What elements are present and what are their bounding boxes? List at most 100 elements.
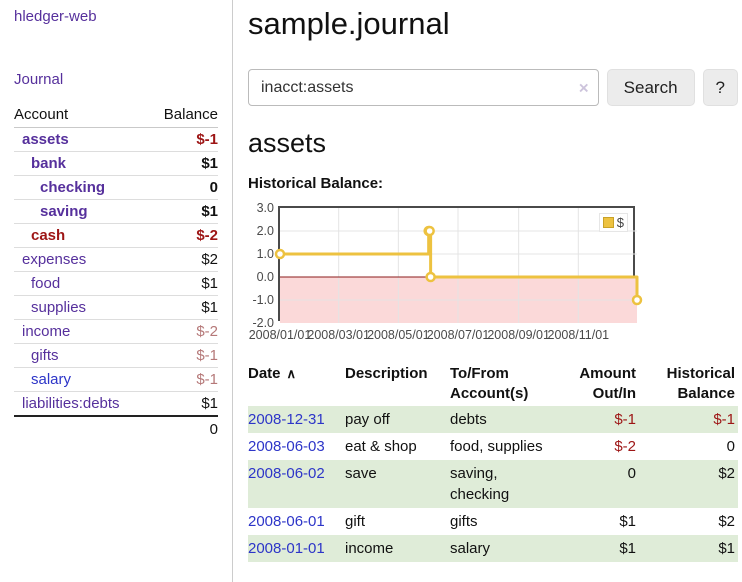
accounts-total-row: 0 [14, 415, 218, 442]
header-line2: Balance [677, 385, 735, 402]
legend-swatch-icon [602, 217, 614, 228]
header-line1: To/From [450, 365, 509, 382]
transaction-date-link[interactable]: 2008-01-01 [248, 540, 325, 557]
account-heading: assets [248, 128, 327, 158]
transaction-amount: $-1 [614, 411, 636, 428]
account-link[interactable]: liabilities:debts [22, 395, 120, 412]
account-row: saving $1 [14, 199, 218, 224]
y-axis-tick-label: 0.0 [256, 270, 274, 284]
account-balance: $1 [148, 151, 218, 176]
register-row: 2008-06-02 save saving, checking 0 $2 [248, 460, 738, 508]
search-form: × Search ? [248, 69, 738, 106]
account-link[interactable]: saving [40, 203, 88, 220]
register-row: 2008-06-03 eat & shop food, supplies $-2… [248, 433, 738, 460]
account-link[interactable]: salary [31, 371, 72, 388]
accounts-header-row: Account Balance [14, 102, 218, 128]
transaction-description: gift [345, 513, 366, 530]
y-axis-tick-label: 2.0 [256, 224, 274, 238]
account-link[interactable]: gifts [31, 347, 59, 364]
account-balance: $1 [148, 391, 218, 417]
y-axis-tick-label: -1.0 [252, 293, 274, 307]
accounts-header-balance: Balance [148, 102, 218, 128]
account-row: checking 0 [14, 175, 218, 200]
register-header-amt: Amount Out/In [562, 362, 644, 406]
account-link[interactable]: income [22, 323, 71, 340]
account-row: salary $-1 [14, 367, 218, 392]
historical-balance-chart: $ 3.0 2.0 1.0 0.0 -1.0 -2.0 2008/01/01 2008/03/… [248, 198, 668, 348]
transaction-description: pay off [345, 411, 390, 428]
account-balance: $-1 [148, 343, 218, 368]
y-axis-tick-label: 1.0 [256, 247, 274, 261]
header-line1: Date [248, 365, 281, 382]
legend-label: $ [616, 215, 624, 230]
x-axis-tick-label: 2008/03/01 [307, 328, 370, 342]
header-line1: Amount [579, 365, 636, 382]
accounts-table: Account Balance assets $-1 bank $1 check… [14, 102, 218, 442]
account-row: expenses $2 [14, 247, 218, 272]
accounts-total-balance: 0 [148, 415, 218, 442]
register-header-accts: To/From Account(s) [450, 362, 562, 406]
register-row: 2008-01-01 income salary $1 $1 [248, 535, 738, 562]
transaction-balance: $-1 [713, 411, 735, 428]
page-title: sample.journal [248, 6, 450, 41]
account-row: cash $-2 [14, 223, 218, 248]
account-link[interactable]: bank [31, 155, 67, 172]
sidebar: hledger-web Journal Account Balance asse… [0, 0, 233, 582]
transaction-amount: $-2 [614, 438, 636, 455]
app-title-link[interactable]: hledger-web [14, 8, 97, 25]
header-line2: Account(s) [450, 385, 529, 402]
clear-search-icon[interactable]: × [578, 78, 589, 97]
account-balance: $-2 [148, 319, 218, 344]
account-row: assets $-1 [14, 127, 218, 152]
account-balance: $-1 [148, 127, 218, 152]
account-row: supplies $1 [14, 295, 218, 320]
nav-journal-link[interactable]: Journal [14, 71, 64, 88]
account-link[interactable]: assets [22, 131, 69, 148]
help-button[interactable]: ? [702, 69, 738, 106]
header-line1: Description [345, 365, 428, 382]
transaction-description: eat & shop [345, 438, 417, 455]
register-row: 2008-12-31 pay off debts $-1 $-1 [248, 406, 738, 433]
transaction-date-link[interactable]: 2008-06-03 [248, 438, 325, 455]
account-link[interactable]: cash [31, 227, 66, 244]
account-balance: $-2 [148, 223, 218, 248]
transaction-amount: 0 [627, 465, 636, 482]
transaction-date-link[interactable]: 2008-06-02 [248, 465, 325, 482]
register-header-row: Date ∧ Description To/From Account(s) Amount O… [248, 362, 738, 406]
header-line2: Out/In [592, 385, 636, 402]
register-header-date[interactable]: Date ∧ [248, 362, 345, 406]
transaction-date-link[interactable]: 2008-12-31 [248, 411, 325, 428]
account-link[interactable]: supplies [31, 299, 87, 316]
accounts-header-account: Account [14, 102, 149, 128]
account-link[interactable]: food [31, 275, 61, 292]
register-header-bal: Historical Balance [644, 362, 738, 406]
account-link[interactable]: checking [40, 179, 106, 196]
chart-plot-area: $ [274, 206, 643, 323]
transaction-balance: $2 [718, 465, 735, 482]
main-content: sample.journal × Search ? assets Histori… [233, 0, 742, 582]
account-balance: 0 [148, 175, 218, 200]
transaction-description: save [345, 465, 377, 482]
transaction-accounts: food, supplies [450, 438, 543, 455]
x-axis-tick-label: 2008/07/01 [426, 328, 490, 342]
x-axis-tick-label: 2008/01/01 [248, 328, 312, 342]
transaction-balance: $2 [718, 513, 735, 530]
account-balance: $1 [148, 295, 218, 320]
transaction-balance: $1 [718, 540, 735, 557]
account-balance: $-1 [148, 367, 218, 392]
sort-ascending-icon[interactable]: ∧ [286, 366, 297, 381]
chart-legend: $ [598, 213, 628, 232]
x-axis-tick-label: 2008/05/01 [367, 328, 430, 342]
account-balance: $2 [148, 247, 218, 272]
x-axis-tick-label: 2008/09/01 [487, 328, 550, 342]
account-row: gifts $-1 [14, 343, 218, 368]
transaction-accounts: debts [450, 411, 487, 428]
search-button[interactable]: Search [606, 69, 695, 106]
register-row: 2008-06-01 gift gifts $1 $2 [248, 508, 738, 535]
account-row: bank $1 [14, 151, 218, 176]
transaction-balance: 0 [726, 438, 735, 455]
transaction-date-link[interactable]: 2008-06-01 [248, 513, 325, 530]
search-input[interactable] [248, 69, 599, 106]
account-link[interactable]: expenses [22, 251, 87, 268]
transaction-accounts: gifts [450, 513, 478, 530]
